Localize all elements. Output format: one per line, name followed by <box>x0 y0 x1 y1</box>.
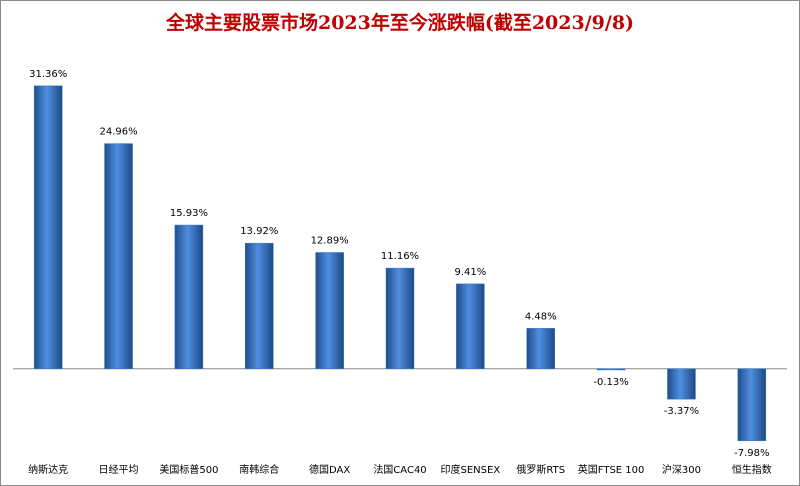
x-tick-label: 英国FTSE 100 <box>578 463 645 476</box>
x-tick-label: 恒生指数 <box>732 463 772 476</box>
value-label: 9.41% <box>454 267 486 278</box>
x-tick-label: 纳斯达克 <box>28 463 68 476</box>
bar <box>104 143 133 370</box>
x-tick-label: 印度SENSEX <box>441 463 501 476</box>
x-tick-label: 日经平均 <box>99 463 139 476</box>
bar <box>174 224 204 370</box>
bar <box>245 242 274 370</box>
value-label: 12.89% <box>311 235 349 246</box>
bar <box>526 328 555 370</box>
chart-title: 全球主要股票市场2023年至今涨跌幅(截至2023/9/8) <box>165 11 634 34</box>
bar <box>456 283 485 370</box>
bar <box>385 267 415 370</box>
bar <box>737 368 767 442</box>
x-tick-label: 美国标普500 <box>159 463 218 476</box>
x-tick-label: 法国CAC40 <box>373 463 426 476</box>
value-label: -7.98% <box>734 448 769 459</box>
value-label: 15.93% <box>170 208 208 219</box>
bar <box>33 85 63 370</box>
x-tick-label: 沪深300 <box>662 463 701 476</box>
value-label: 13.92% <box>240 226 278 237</box>
value-label: 31.36% <box>29 69 67 80</box>
value-label: 4.48% <box>525 311 557 322</box>
bar <box>667 368 696 400</box>
value-label: -3.37% <box>664 406 699 417</box>
x-tick-label: 南韩综合 <box>239 463 279 476</box>
x-tick-label: 俄罗斯RTS <box>516 463 565 476</box>
bar <box>596 368 626 371</box>
value-label: -0.13% <box>593 377 628 388</box>
x-tick-label: 德国DAX <box>309 463 350 476</box>
value-label: 24.96% <box>99 127 137 138</box>
value-label: 11.16% <box>381 251 419 262</box>
bar <box>315 252 344 370</box>
